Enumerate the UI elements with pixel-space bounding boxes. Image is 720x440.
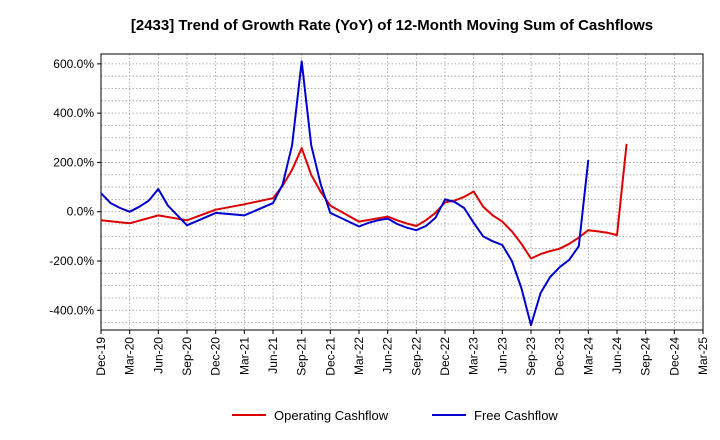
x-tick-label: Mar-22 — [352, 337, 366, 375]
x-tick-label: Jun-22 — [381, 337, 395, 374]
x-tick-label: Dec-24 — [667, 337, 681, 376]
series-group — [100, 60, 628, 327]
series-line-free-cashflow — [100, 60, 590, 327]
y-tick-label: 600.0% — [53, 57, 94, 71]
x-tick-label: Sep-20 — [180, 337, 194, 376]
y-tick-label: 400.0% — [53, 106, 94, 120]
y-axis: 600.0% 400.0% 200.0% 0.0% -200.0% -400.0% — [49, 57, 101, 317]
x-tick-label: Jun-23 — [495, 337, 509, 374]
x-tick-label: Mar-23 — [467, 337, 481, 375]
grid — [100, 54, 704, 330]
legend-label-free-cashflow: Free Cashflow — [474, 408, 558, 423]
y-tick-label: -200.0% — [49, 254, 94, 268]
chart-title: [2433] Trend of Growth Rate (YoY) of 12-… — [131, 17, 653, 34]
y-tick-label: 0.0% — [67, 205, 95, 219]
x-tick-label: Sep-23 — [524, 337, 538, 376]
x-axis: Dec-19 Mar-20 Jun-20 Sep-20 Dec-20 Mar-21 Jun-… — [94, 330, 710, 376]
x-tick-label: Sep-22 — [409, 337, 423, 376]
x-tick-label: Dec-20 — [209, 337, 223, 376]
x-tick-label: Mar-24 — [581, 337, 595, 375]
x-tick-label: Dec-21 — [323, 337, 337, 376]
series-line-operating-cashflow — [100, 143, 628, 260]
plot-area — [100, 53, 704, 331]
x-tick-label: Jun-24 — [610, 337, 624, 374]
x-tick-label: Mar-20 — [123, 337, 137, 375]
y-tick-label: -400.0% — [49, 303, 94, 317]
x-tick-label: Jun-20 — [151, 337, 165, 374]
x-tick-label: Dec-22 — [438, 337, 452, 376]
y-tick-label: 200.0% — [53, 155, 94, 169]
x-tick-label: Sep-24 — [639, 337, 653, 376]
x-tick-label: Mar-25 — [696, 337, 710, 375]
legend: Operating Cashflow Free Cashflow — [232, 408, 558, 423]
x-tick-label: Sep-21 — [295, 337, 309, 376]
x-tick-label: Mar-21 — [237, 337, 251, 375]
legend-label-operating-cashflow: Operating Cashflow — [274, 408, 389, 423]
x-tick-label: Jun-21 — [266, 337, 280, 374]
x-tick-label: Dec-23 — [553, 337, 567, 376]
x-tick-label: Dec-19 — [94, 337, 108, 376]
